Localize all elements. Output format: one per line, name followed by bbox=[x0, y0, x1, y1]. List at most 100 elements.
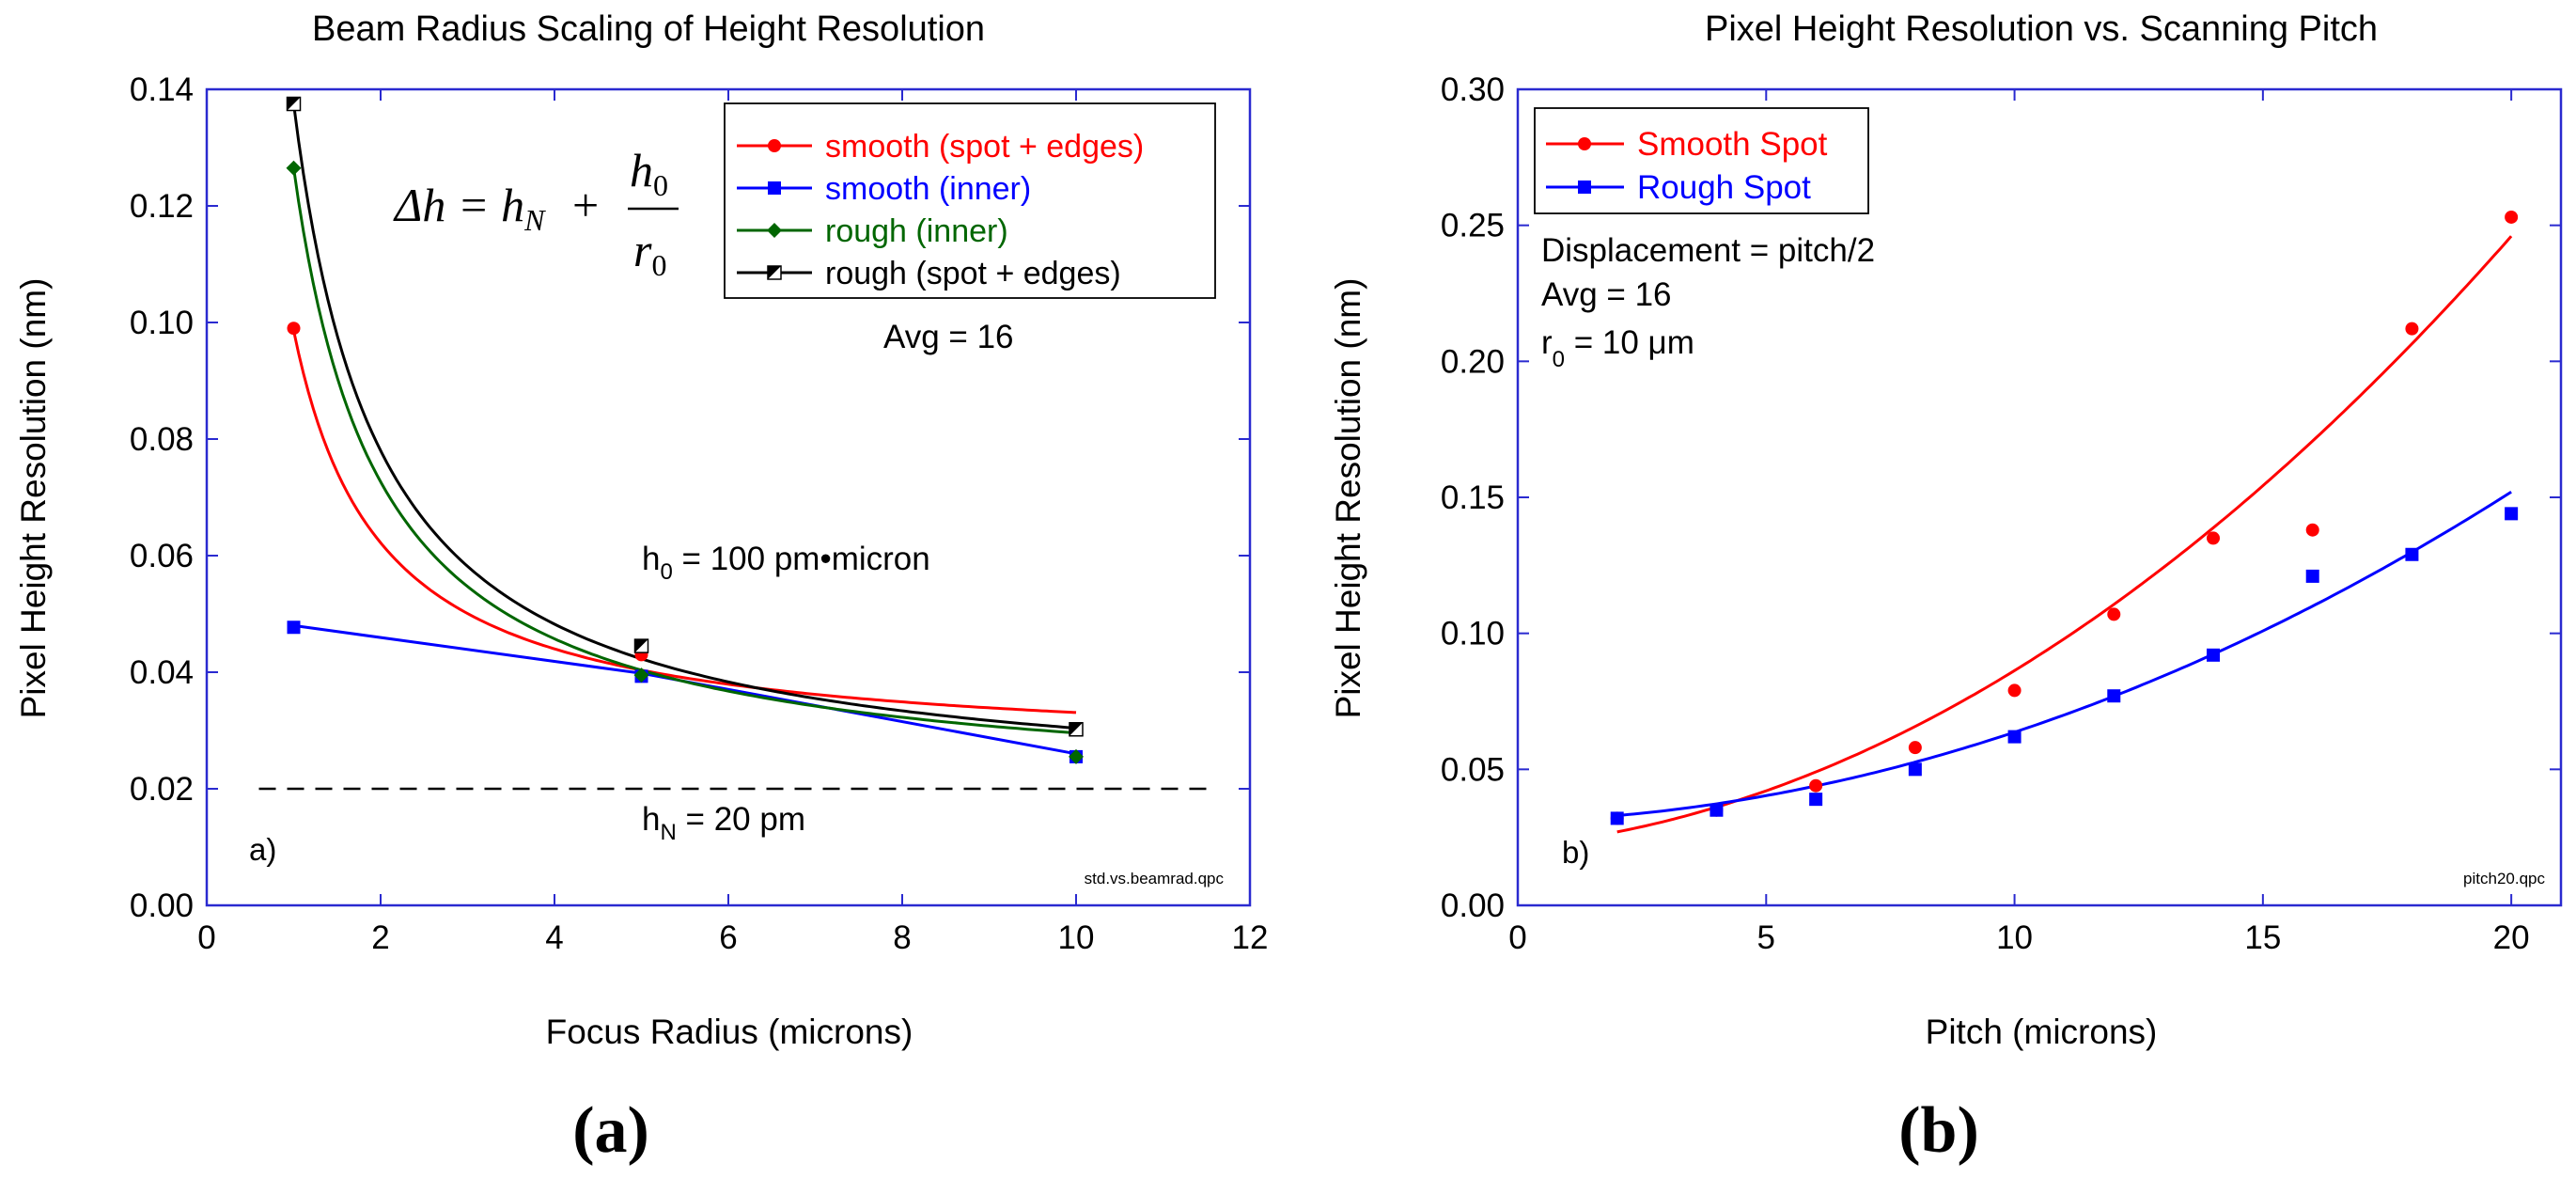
chart-a-x-axis-label: Focus Radius (microns) bbox=[546, 1013, 913, 1051]
data-point bbox=[1710, 803, 1724, 817]
y-tick-label: 0.05 bbox=[1441, 751, 1505, 788]
data-point bbox=[286, 96, 302, 112]
fit-curve bbox=[293, 623, 1077, 756]
legend-label: Rough Spot bbox=[1637, 169, 1811, 206]
data-point bbox=[1069, 722, 1084, 737]
chart-a-filename: std.vs.beamrad.qpc bbox=[1085, 870, 1225, 887]
y-tick-label: 0.10 bbox=[130, 305, 194, 341]
fit-curve bbox=[1616, 490, 2512, 817]
legend-entry: rough (spot + edges) bbox=[737, 256, 1121, 291]
x-tick-label: 5 bbox=[1757, 919, 1775, 956]
y-tick-label: 0.00 bbox=[130, 887, 194, 924]
data-point bbox=[2505, 507, 2519, 521]
data-point bbox=[287, 322, 301, 336]
chart-a-avg-note: Avg = 16 bbox=[883, 319, 1014, 355]
data-point bbox=[768, 139, 781, 152]
panel-b-label: (b) bbox=[1898, 1094, 1979, 1167]
data-point bbox=[2107, 607, 2121, 621]
chart-a-legend: smooth (spot + edges) smooth (inner) rough… bbox=[724, 102, 1216, 299]
data-point bbox=[2405, 322, 2419, 336]
formula-lhs: Δh = h bbox=[393, 179, 524, 231]
x-tick-label: 8 bbox=[893, 919, 911, 956]
chart-a-axis-ticks: 0 2 4 6 8 10 12 0.00 0.02 0.04 0.06 0.08 0.10 0.12 0.1… bbox=[130, 71, 1269, 956]
chart-a-y-axis-label: Pixel Height Resolution (nm) bbox=[14, 278, 53, 719]
hn-note-symbol: h bbox=[642, 801, 660, 838]
data-point bbox=[2305, 523, 2319, 537]
chart-b-legend-box bbox=[1534, 107, 1869, 214]
hn-note-text: = 20 pm bbox=[677, 801, 805, 838]
data-point bbox=[1578, 137, 1591, 150]
chart-b-title: Pixel Height Resolution vs. Scanning Pit… bbox=[1705, 9, 2378, 49]
y-tick-label: 0.02 bbox=[130, 771, 194, 808]
data-point bbox=[767, 265, 782, 280]
data-point bbox=[2007, 730, 2022, 744]
chart-a-legend-box bbox=[724, 102, 1216, 299]
h0-note-sub: 0 bbox=[660, 559, 672, 585]
chart-b-displacement-note: Displacement = pitch/2 bbox=[1541, 232, 1875, 269]
chart-b-x-axis-label: Pitch (microns) bbox=[1926, 1013, 2158, 1051]
legend-label: rough (spot + edges) bbox=[825, 256, 1121, 291]
chart-b-y-axis-label: Pixel Height Resolution (nm) bbox=[1329, 278, 1367, 719]
fit-curve bbox=[1616, 235, 2513, 834]
h0-note-symbol: h bbox=[642, 541, 660, 577]
y-tick-label: 0.10 bbox=[1441, 616, 1505, 652]
data-point bbox=[1069, 748, 1084, 764]
chart-b-avg-note: Avg = 16 bbox=[1541, 276, 1672, 313]
data-point bbox=[2007, 683, 2022, 698]
hn-note-sub: N bbox=[660, 820, 676, 845]
chart-a-formula: Δh = hN + h0 r0 bbox=[393, 144, 679, 282]
chart-a-data-points bbox=[286, 96, 1084, 764]
data-point bbox=[1809, 778, 1823, 793]
legend-label: Smooth Spot bbox=[1637, 126, 1828, 163]
x-tick-label: 15 bbox=[2244, 919, 2281, 956]
y-tick-label: 0.12 bbox=[130, 188, 194, 225]
data-point bbox=[1578, 181, 1591, 194]
data-point bbox=[2305, 569, 2319, 583]
formula-numerator-sub: 0 bbox=[653, 168, 668, 202]
formula-denominator-sub: 0 bbox=[651, 248, 666, 282]
h0-note-text: = 100 pm•micron bbox=[673, 541, 930, 577]
fit-curve bbox=[292, 167, 1077, 735]
x-tick-label: 2 bbox=[371, 919, 389, 956]
x-tick-label: 20 bbox=[2493, 919, 2530, 956]
svg-text:hN = 20 pm: hN = 20 pm bbox=[642, 801, 805, 845]
data-point bbox=[287, 620, 301, 635]
formula-numerator: h bbox=[630, 144, 653, 196]
data-point bbox=[1908, 762, 1922, 777]
data-point bbox=[2107, 689, 2121, 703]
formula-denominator: r bbox=[633, 224, 652, 276]
x-tick-label: 4 bbox=[545, 919, 563, 956]
r0-note-sub: 0 bbox=[1553, 347, 1565, 372]
panel-a: Beam Radius Scaling of Height Resolution… bbox=[14, 9, 1268, 1167]
data-point bbox=[633, 668, 649, 683]
svg-text:Δh = hN: Δh = hN bbox=[393, 179, 546, 237]
y-tick-label: 0.14 bbox=[130, 71, 194, 108]
data-point bbox=[1908, 741, 1922, 755]
legend-label: smooth (spot + edges) bbox=[825, 129, 1144, 165]
legend-entry: Smooth Spot bbox=[1546, 126, 1828, 163]
data-point bbox=[1809, 793, 1823, 807]
y-tick-label: 0.15 bbox=[1441, 479, 1505, 516]
x-tick-label: 10 bbox=[1058, 919, 1095, 956]
svg-text:h0 = 100 pm•micron: h0 = 100 pm•micron bbox=[642, 541, 930, 585]
legend-entry: Rough Spot bbox=[1546, 169, 1811, 206]
data-point bbox=[286, 160, 302, 176]
data-point bbox=[767, 223, 782, 238]
svg-text:h0: h0 bbox=[630, 144, 668, 202]
data-point bbox=[633, 638, 649, 653]
x-tick-label: 0 bbox=[197, 919, 215, 956]
panel-a-label: (a) bbox=[572, 1094, 649, 1167]
data-point bbox=[2207, 531, 2220, 545]
chart-b-corner-label: b) bbox=[1562, 835, 1589, 870]
legend-entry: smooth (inner) bbox=[737, 171, 1031, 207]
y-tick-label: 0.00 bbox=[1441, 887, 1505, 924]
fit-curve bbox=[292, 103, 1077, 730]
legend-label: smooth (inner) bbox=[825, 171, 1031, 207]
data-point bbox=[2505, 210, 2519, 224]
data-point bbox=[2405, 547, 2419, 561]
x-tick-label: 0 bbox=[1508, 919, 1526, 956]
panel-b: Pixel Height Resolution vs. Scanning Pit… bbox=[1329, 9, 2563, 1167]
y-tick-label: 0.25 bbox=[1441, 208, 1505, 244]
data-point bbox=[1610, 811, 1624, 825]
chart-b-data-points bbox=[1610, 210, 2519, 825]
